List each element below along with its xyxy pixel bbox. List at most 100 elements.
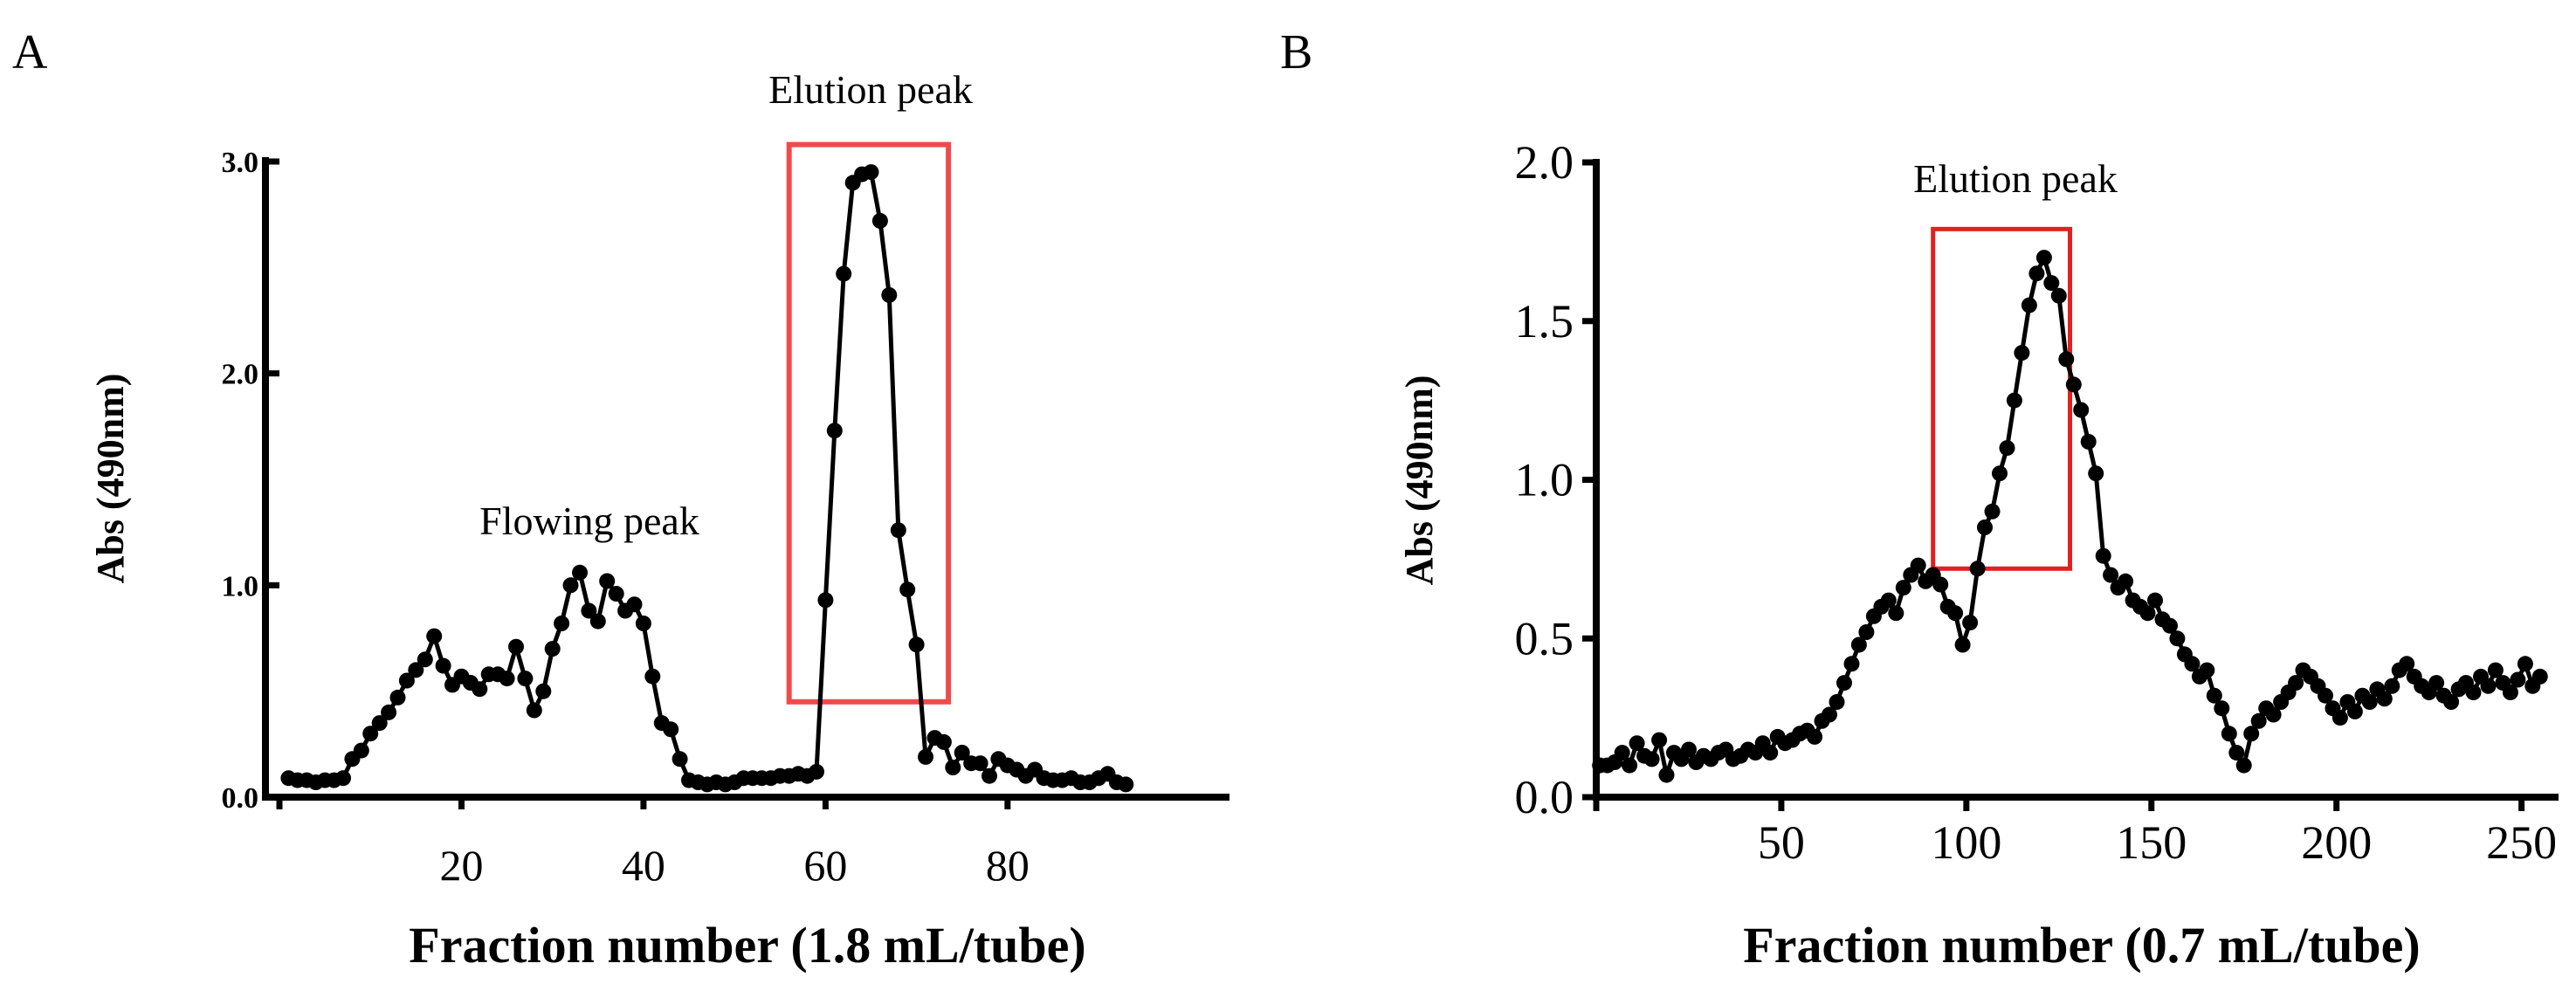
data-point bbox=[1850, 637, 1867, 653]
data-point bbox=[2214, 700, 2230, 717]
data-point bbox=[2088, 465, 2104, 482]
data-point bbox=[1977, 520, 1993, 535]
data-point bbox=[499, 671, 515, 687]
data-point bbox=[1888, 605, 1904, 622]
data-point bbox=[2399, 656, 2415, 672]
annotation-flowing-peak: Flowing peak bbox=[479, 499, 699, 543]
data-point bbox=[1118, 776, 1134, 793]
data-point bbox=[1895, 580, 1911, 596]
data-point bbox=[2103, 567, 2119, 583]
data-point bbox=[2184, 656, 2201, 672]
data-point bbox=[899, 581, 916, 598]
data-point bbox=[871, 212, 888, 229]
data-point bbox=[2162, 617, 2178, 634]
data-point bbox=[2376, 691, 2393, 707]
data-point bbox=[581, 602, 597, 619]
data-point bbox=[2028, 265, 2045, 282]
data-point bbox=[2221, 726, 2237, 742]
data-point bbox=[1910, 557, 1926, 574]
data-point bbox=[2384, 678, 2400, 694]
data-point bbox=[398, 672, 415, 689]
data-point bbox=[836, 265, 852, 282]
data-point bbox=[1651, 732, 1668, 748]
data-point bbox=[2169, 630, 2186, 647]
data-point bbox=[2502, 685, 2518, 700]
data-point bbox=[1614, 745, 1630, 761]
y-tick-label: 2.0 bbox=[222, 359, 259, 391]
data-point bbox=[2243, 726, 2260, 742]
y-tick-label: 3.0 bbox=[222, 147, 259, 179]
data-point bbox=[1622, 757, 1638, 774]
x-tick-label: 150 bbox=[2116, 816, 2187, 869]
data-point bbox=[371, 715, 388, 732]
data-point bbox=[1992, 465, 2008, 482]
data-point bbox=[890, 522, 906, 539]
data-point bbox=[935, 733, 952, 750]
y-tick-label: 1.0 bbox=[222, 570, 259, 602]
series-b bbox=[1592, 250, 2548, 783]
axes-a bbox=[262, 157, 1229, 801]
data-point bbox=[1954, 637, 1971, 653]
x-tick-label: 100 bbox=[1931, 816, 2001, 869]
data-point bbox=[572, 564, 588, 581]
data-point bbox=[1643, 751, 1660, 767]
x-tick-label: 250 bbox=[2486, 816, 2557, 869]
data-point bbox=[945, 760, 961, 775]
data-point bbox=[1762, 745, 1779, 761]
panel-a: A 0.0 1.0 2.0 3.0 20 40 60 80 Abs (490nm) Frac… bbox=[12, 25, 1229, 974]
data-point bbox=[2250, 712, 2267, 729]
data-point bbox=[2199, 662, 2215, 678]
annotation-elution-peak-a: Elution peak bbox=[768, 67, 973, 112]
data-point bbox=[2428, 675, 2445, 692]
data-point bbox=[2050, 287, 2067, 304]
data-point bbox=[954, 745, 970, 760]
data-point bbox=[2480, 678, 2497, 694]
x-tick-label: 20 bbox=[439, 841, 483, 890]
data-point bbox=[435, 657, 451, 674]
data-point bbox=[2318, 687, 2333, 704]
data-point bbox=[417, 651, 433, 668]
data-point bbox=[826, 423, 843, 439]
data-point bbox=[526, 702, 542, 719]
data-point bbox=[2035, 250, 2052, 266]
data-point bbox=[626, 596, 643, 613]
data-point bbox=[517, 671, 534, 687]
data-point bbox=[2235, 757, 2252, 774]
data-point bbox=[1829, 694, 1845, 710]
data-point bbox=[2043, 275, 2060, 292]
data-point bbox=[672, 751, 688, 767]
data-point bbox=[908, 637, 925, 653]
y-tick-label: 1.5 bbox=[1515, 295, 1574, 347]
data-point bbox=[2228, 745, 2245, 761]
y-tick-label: 1.0 bbox=[1515, 454, 1574, 506]
data-point bbox=[2361, 694, 2378, 710]
y-axis-label-a: Abs (490nm) bbox=[89, 374, 132, 584]
data-point bbox=[2531, 668, 2548, 685]
axes-b bbox=[1593, 159, 2559, 801]
data-point bbox=[508, 638, 524, 655]
data-point bbox=[2510, 671, 2526, 688]
data-point bbox=[881, 286, 898, 303]
data-point bbox=[635, 616, 651, 631]
y-tick-label: 0.5 bbox=[1515, 612, 1574, 664]
data-point bbox=[2487, 662, 2504, 678]
data-point bbox=[426, 628, 443, 644]
data-point bbox=[1629, 735, 1645, 752]
highlight-rect bbox=[786, 141, 952, 705]
data-point bbox=[544, 641, 561, 657]
y-tick-label: 0.0 bbox=[1515, 771, 1574, 823]
data-point bbox=[1984, 503, 2001, 520]
data-point bbox=[2095, 547, 2111, 564]
data-point bbox=[408, 662, 424, 678]
elution-peak-box-a bbox=[786, 141, 952, 705]
highlight-rect bbox=[1931, 226, 2073, 571]
x-axis-label-b: Fraction number (0.7 mL/tube) bbox=[1743, 917, 2420, 974]
x-tick-label: 200 bbox=[2301, 816, 2372, 869]
data-point bbox=[335, 770, 351, 787]
x-tick-label: 60 bbox=[803, 841, 847, 890]
data-point bbox=[2147, 592, 2163, 609]
data-point bbox=[1969, 561, 1986, 577]
data-point bbox=[863, 164, 879, 181]
data-point bbox=[562, 577, 579, 594]
data-point bbox=[1807, 728, 1823, 745]
